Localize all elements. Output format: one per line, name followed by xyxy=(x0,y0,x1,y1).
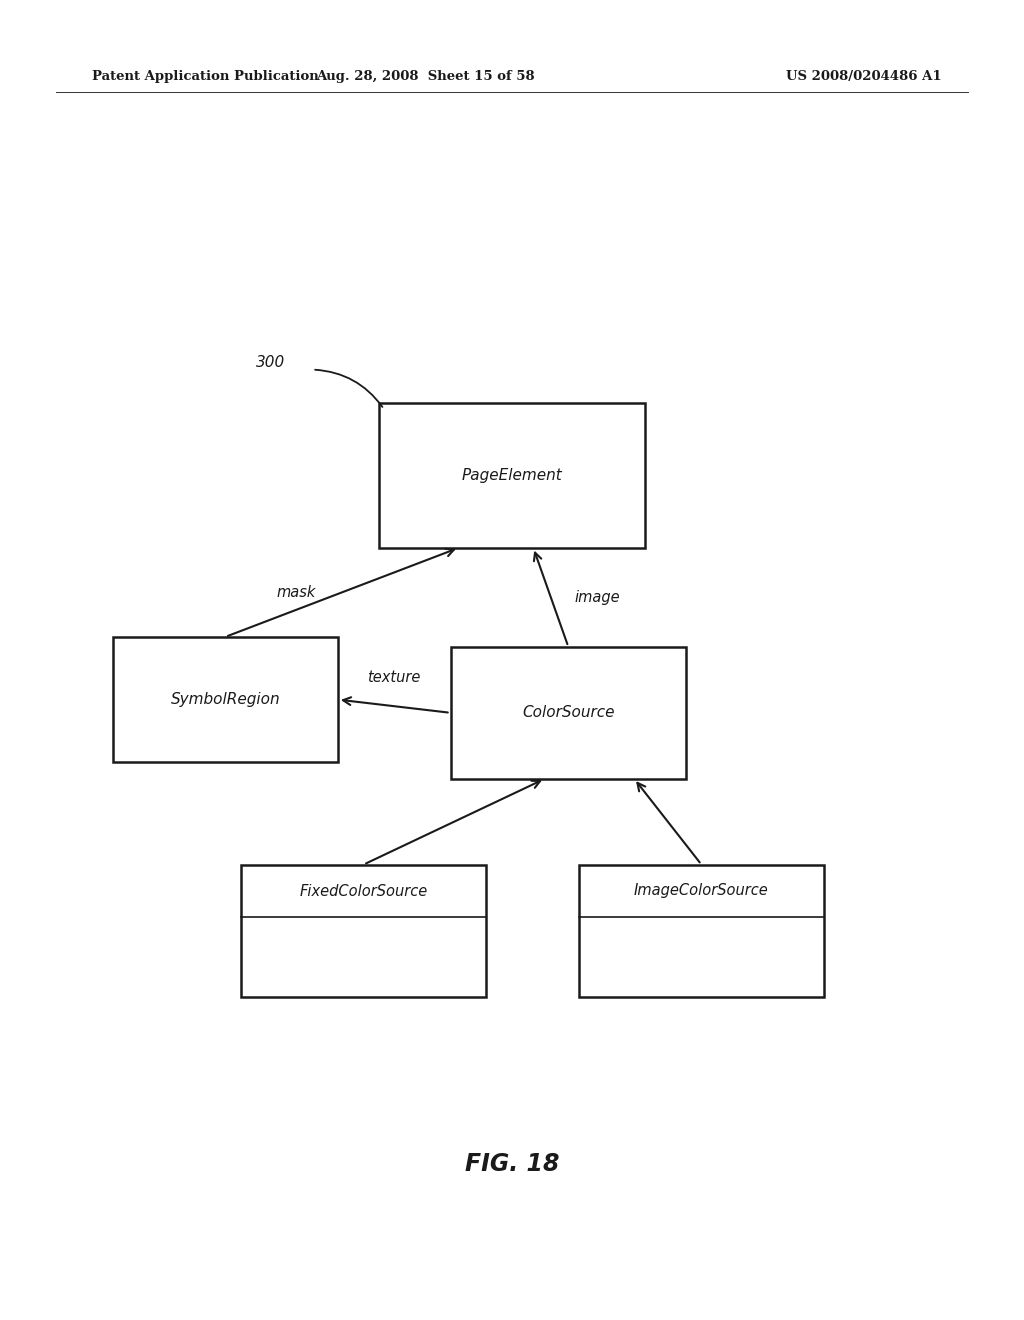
Text: ImageColorSource: ImageColorSource xyxy=(634,883,769,899)
Text: Aug. 28, 2008  Sheet 15 of 58: Aug. 28, 2008 Sheet 15 of 58 xyxy=(315,70,535,83)
Text: FIG. 18: FIG. 18 xyxy=(465,1152,559,1176)
Text: Patent Application Publication: Patent Application Publication xyxy=(92,70,318,83)
Bar xyxy=(379,403,645,548)
Text: SymbolRegion: SymbolRegion xyxy=(170,692,281,708)
Text: FixedColorSource: FixedColorSource xyxy=(299,883,428,899)
Bar xyxy=(241,865,486,997)
Text: US 2008/0204486 A1: US 2008/0204486 A1 xyxy=(786,70,942,83)
Bar xyxy=(579,865,824,997)
Bar xyxy=(113,638,338,763)
Text: ColorSource: ColorSource xyxy=(522,705,614,721)
Text: 300: 300 xyxy=(256,355,286,371)
Bar xyxy=(451,647,686,779)
Text: texture: texture xyxy=(368,669,421,685)
Text: image: image xyxy=(574,590,620,605)
Text: PageElement: PageElement xyxy=(462,467,562,483)
Text: mask: mask xyxy=(276,585,315,599)
